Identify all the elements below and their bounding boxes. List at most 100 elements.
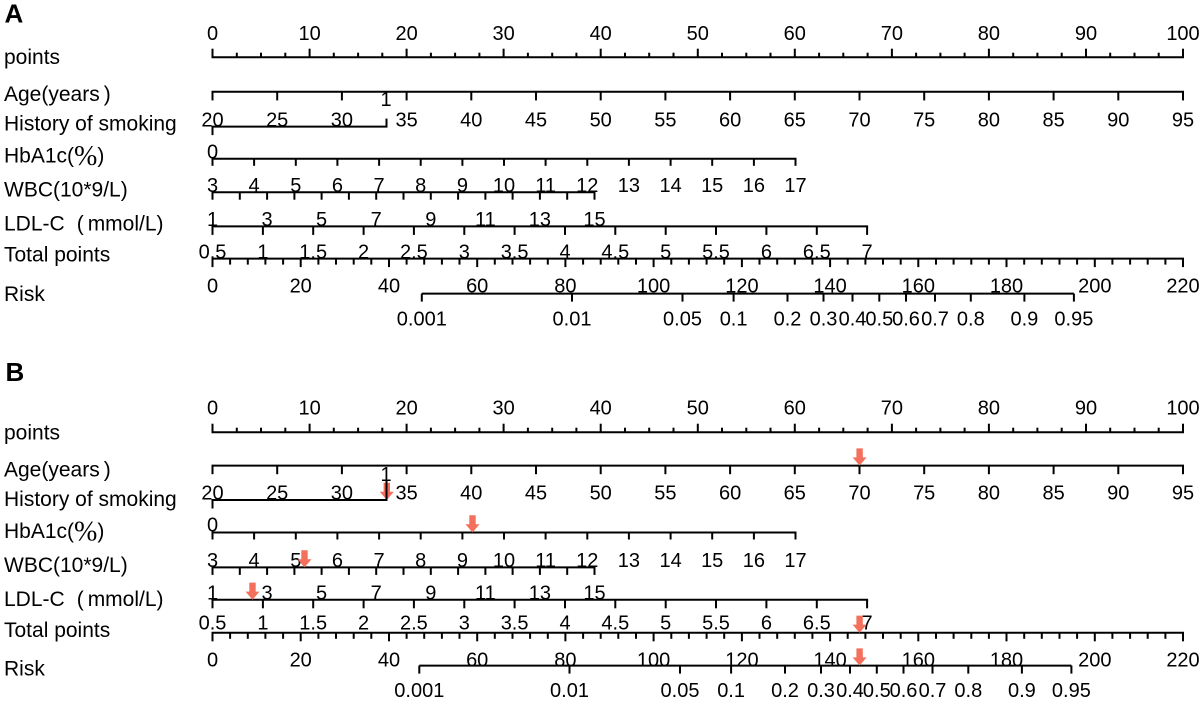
- svg-text:A: A: [5, 0, 24, 29]
- svg-text:3: 3: [459, 613, 470, 635]
- svg-text:40: 40: [590, 23, 612, 45]
- svg-text:0.1: 0.1: [717, 680, 745, 699]
- svg-text:45: 45: [525, 482, 547, 504]
- svg-text:13: 13: [529, 582, 551, 604]
- svg-text:50: 50: [590, 109, 612, 131]
- svg-text:0.8: 0.8: [957, 308, 985, 330]
- svg-text:160: 160: [902, 275, 935, 297]
- svg-text:9: 9: [425, 582, 436, 604]
- svg-text:4: 4: [249, 550, 260, 572]
- svg-text:60: 60: [784, 398, 806, 420]
- svg-text:0.7: 0.7: [921, 308, 949, 330]
- svg-text:140: 140: [813, 275, 846, 297]
- svg-text:75: 75: [913, 482, 935, 504]
- svg-text:4: 4: [559, 613, 570, 635]
- svg-text:80: 80: [978, 398, 1000, 420]
- svg-text:0.001: 0.001: [397, 308, 447, 330]
- svg-text:85: 85: [1042, 482, 1064, 504]
- svg-text:0.95: 0.95: [1052, 680, 1091, 699]
- svg-text:0.7: 0.7: [919, 680, 947, 699]
- svg-text:Total points: Total points: [4, 619, 110, 642]
- svg-text:35: 35: [395, 482, 417, 504]
- svg-text:0.5: 0.5: [865, 308, 893, 330]
- svg-text:HbA1c(%): HbA1c(%): [4, 141, 104, 172]
- svg-text:2: 2: [358, 613, 369, 635]
- svg-text:55: 55: [654, 109, 676, 131]
- svg-text:6.5: 6.5: [803, 241, 831, 263]
- svg-text:7: 7: [862, 241, 873, 263]
- svg-text:1: 1: [380, 464, 391, 486]
- svg-text:90: 90: [1075, 23, 1097, 45]
- svg-text:80: 80: [978, 482, 1000, 504]
- svg-text:70: 70: [848, 482, 870, 504]
- svg-text:0: 0: [207, 23, 218, 45]
- svg-text:60: 60: [784, 23, 806, 45]
- svg-text:Age(years): Age(years): [4, 83, 111, 106]
- svg-text:6: 6: [761, 613, 772, 635]
- svg-text:100: 100: [637, 649, 670, 671]
- svg-text:0.001: 0.001: [394, 680, 444, 699]
- svg-text:60: 60: [719, 109, 741, 131]
- svg-text:14: 14: [659, 175, 681, 197]
- svg-text:1: 1: [207, 209, 218, 231]
- svg-text:0.05: 0.05: [663, 308, 702, 330]
- svg-text:40: 40: [378, 275, 400, 297]
- svg-text:80: 80: [554, 649, 576, 671]
- svg-text:6: 6: [332, 175, 343, 197]
- svg-text:2.5: 2.5: [400, 613, 428, 635]
- svg-text:0.95: 0.95: [1054, 308, 1093, 330]
- svg-text:0.3: 0.3: [807, 680, 835, 699]
- svg-text:70: 70: [881, 23, 903, 45]
- svg-text:7: 7: [374, 175, 385, 197]
- svg-text:0.05: 0.05: [661, 680, 700, 699]
- svg-text:50: 50: [687, 23, 709, 45]
- svg-text:WBC(10*9/L): WBC(10*9/L): [4, 554, 128, 577]
- svg-text:0.01: 0.01: [550, 680, 589, 699]
- svg-text:5: 5: [660, 241, 671, 263]
- svg-text:0.3: 0.3: [810, 308, 838, 330]
- svg-text:200: 200: [1078, 275, 1111, 297]
- svg-text:80: 80: [554, 275, 576, 297]
- svg-text:B: B: [6, 357, 25, 387]
- svg-text:30: 30: [331, 482, 353, 504]
- svg-text:90: 90: [1107, 109, 1129, 131]
- svg-text:90: 90: [1107, 482, 1129, 504]
- svg-text:0: 0: [207, 649, 218, 671]
- svg-text:35: 35: [395, 109, 417, 131]
- svg-text:0.4: 0.4: [836, 680, 864, 699]
- svg-text:Total points: Total points: [4, 244, 110, 267]
- svg-text:25: 25: [266, 109, 288, 131]
- svg-text:11: 11: [535, 175, 556, 197]
- svg-text:0: 0: [207, 515, 218, 537]
- svg-text:WBC(10*9/L): WBC(10*9/L): [4, 179, 128, 202]
- svg-text:4: 4: [559, 241, 570, 263]
- svg-text:0: 0: [207, 398, 218, 420]
- svg-text:0.8: 0.8: [954, 680, 982, 699]
- svg-text:6.5: 6.5: [803, 613, 831, 635]
- svg-text:4.5: 4.5: [601, 613, 629, 635]
- svg-text:90: 90: [1075, 398, 1097, 420]
- svg-text:50: 50: [590, 482, 612, 504]
- svg-text:5.5: 5.5: [702, 613, 730, 635]
- svg-text:0.2: 0.2: [774, 308, 802, 330]
- svg-text:8: 8: [415, 550, 426, 572]
- svg-text:85: 85: [1042, 109, 1064, 131]
- svg-text:16: 16: [743, 175, 765, 197]
- svg-text:13: 13: [618, 550, 640, 572]
- svg-text:5: 5: [316, 209, 327, 231]
- svg-text:HbA1c(%): HbA1c(%): [4, 516, 104, 547]
- svg-text:30: 30: [492, 23, 514, 45]
- svg-text:3.5: 3.5: [501, 613, 529, 635]
- svg-text:60: 60: [466, 275, 488, 297]
- svg-text:0.6: 0.6: [890, 680, 918, 699]
- svg-text:220: 220: [1166, 649, 1199, 671]
- svg-text:7: 7: [374, 550, 385, 572]
- svg-text:5: 5: [316, 582, 327, 604]
- svg-text:17: 17: [784, 175, 806, 197]
- svg-text:Risk: Risk: [4, 283, 45, 306]
- svg-text:80: 80: [978, 23, 1000, 45]
- svg-text:9: 9: [457, 550, 468, 572]
- svg-text:80: 80: [978, 109, 1000, 131]
- svg-text:180: 180: [990, 649, 1023, 671]
- svg-text:11: 11: [535, 550, 556, 572]
